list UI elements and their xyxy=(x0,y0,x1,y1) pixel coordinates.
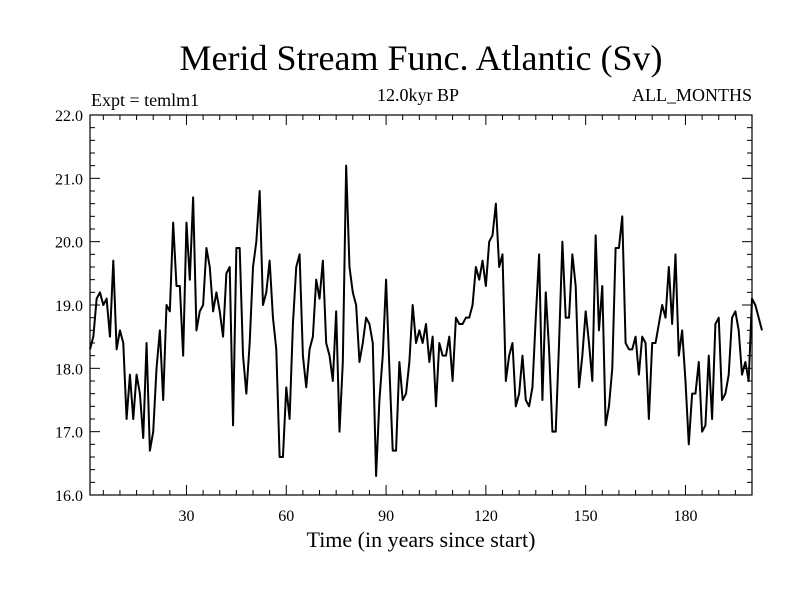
y-tick-label: 17.0 xyxy=(55,425,83,442)
y-tick-label: 18.0 xyxy=(55,361,83,378)
y-tick-label: 21.0 xyxy=(55,171,83,188)
x-tick-label: 30 xyxy=(178,508,194,525)
y-tick-label: 22.0 xyxy=(55,108,83,125)
chart-title: Merid Stream Func. Atlantic (Sv) xyxy=(180,38,663,78)
subtitle-right: ALL_MONTHS xyxy=(632,85,752,105)
plot-frame xyxy=(89,114,753,496)
x-tick-label: 150 xyxy=(574,508,598,525)
x-tick-label: 180 xyxy=(673,508,697,525)
x-tick-label: 90 xyxy=(378,508,394,525)
y-tick-label: 16.0 xyxy=(55,488,83,505)
y-tick-label: 19.0 xyxy=(55,298,83,315)
subtitle-center: 12.0kyr BP xyxy=(377,85,459,105)
data-series-line xyxy=(89,164,763,477)
axis-tick-labels: 30 60 90 120 150 180 16.0 17.0 18.0 19.0 20.0 21.0 2… xyxy=(55,108,697,525)
x-tick-label: 60 xyxy=(278,508,294,525)
subtitle-left: Expt = temlm1 xyxy=(91,90,199,110)
x-tick-label: 120 xyxy=(474,508,498,525)
x-axis-label: Time (in years since start) xyxy=(307,527,536,552)
axis-ticks xyxy=(90,114,752,496)
y-tick-label: 20.0 xyxy=(55,235,83,252)
